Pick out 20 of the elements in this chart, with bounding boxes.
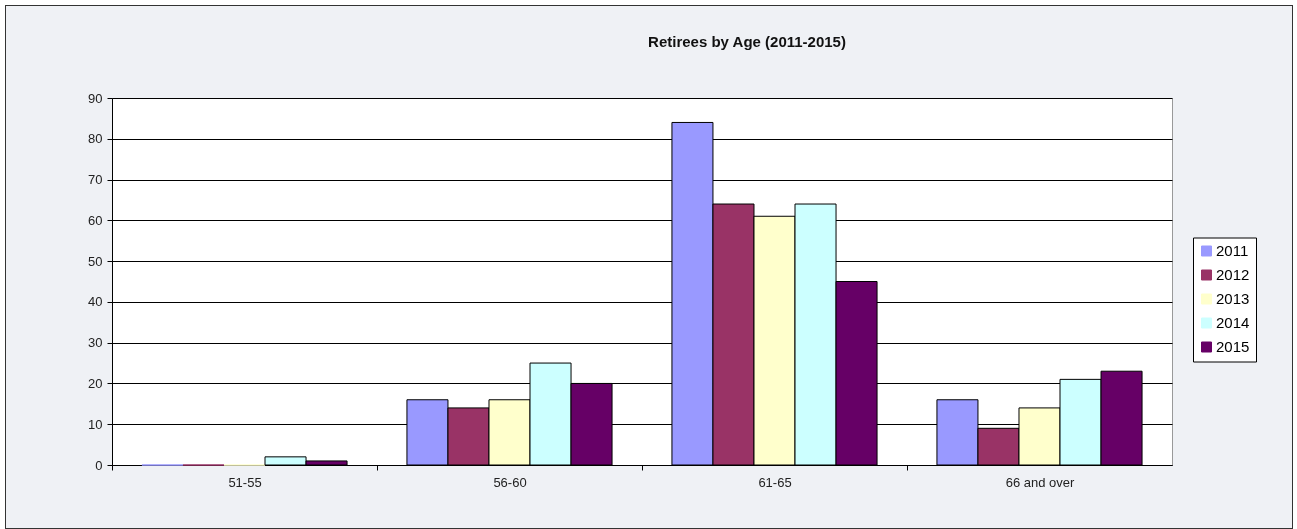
y-tick-label: 40 <box>88 294 103 310</box>
legend-label: 2011 <box>1216 242 1249 259</box>
legend-label: 2013 <box>1216 290 1250 307</box>
y-tick-label: 10 <box>88 416 103 432</box>
x-tick-label: 56-60 <box>493 474 527 490</box>
chart-title: Retirees by Age (2011-2015) <box>648 33 846 50</box>
y-tick-label: 80 <box>88 131 103 147</box>
x-tick-label: 61-65 <box>758 474 792 490</box>
legend-label: 2015 <box>1216 338 1250 355</box>
y-tick-label: 90 <box>88 90 103 106</box>
x-tick-label: 51-55 <box>228 474 262 490</box>
legend-label: 2012 <box>1216 266 1250 283</box>
y-tick-label: 20 <box>88 375 103 391</box>
y-tick-label: 60 <box>88 212 103 228</box>
y-tick-label: 70 <box>88 172 103 188</box>
legend-label: 2014 <box>1216 314 1250 331</box>
y-tick-label: 0 <box>95 457 103 473</box>
x-tick-label: 66 and over <box>1005 474 1075 490</box>
y-tick-label: 50 <box>88 253 103 269</box>
y-tick-label: 30 <box>88 335 103 351</box>
